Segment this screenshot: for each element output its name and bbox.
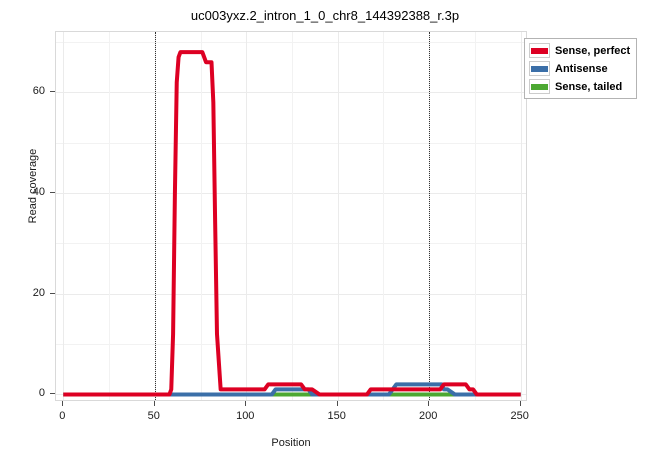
vertical-dotted-line	[154, 32, 156, 400]
y-tick-label: 60	[32, 85, 45, 98]
legend: Sense, perfect Antisense Sense, tailed	[524, 38, 638, 99]
y-tick-mark	[50, 91, 55, 93]
gridline-horizontal-minor	[56, 243, 526, 245]
gridline-vertical	[246, 32, 248, 400]
gridline-vertical-minor	[292, 32, 293, 400]
x-tick-mark	[519, 401, 521, 406]
gridline-horizontal	[56, 293, 526, 295]
y-tick-mark	[50, 192, 55, 194]
x-tick-label: 200	[419, 410, 438, 422]
x-tick-label: 50	[147, 410, 160, 422]
legend-item-sense-perfect: Sense, perfect	[529, 43, 630, 58]
x-tick-label: 0	[59, 410, 66, 422]
gridline-horizontal	[56, 193, 526, 195]
gridline-horizontal-minor	[56, 344, 526, 346]
y-tick-label: 40	[32, 186, 45, 199]
legend-label-antisense: Antisense	[555, 62, 608, 75]
y-tick-label: 20	[32, 286, 45, 299]
x-tick-mark	[336, 401, 338, 406]
x-tick-mark	[428, 401, 430, 406]
y-tick-mark	[50, 292, 55, 294]
gridline-horizontal-minor	[56, 42, 526, 44]
x-axis: 0 50 100 150 200 250	[55, 401, 529, 431]
y-axis: 0 20 40 60	[0, 31, 55, 401]
x-tick-mark	[245, 401, 247, 406]
gridline-vertical	[520, 32, 522, 400]
x-tick-mark	[153, 401, 155, 406]
x-tick-mark	[62, 401, 64, 406]
x-axis-label: Position	[271, 437, 311, 449]
series-line	[63, 50, 521, 397]
chart-title: uc003yxz.2_intron_1_0_chr8_144392388_r.3…	[190, 8, 460, 23]
y-tick-mark	[50, 393, 55, 395]
gridline-vertical	[63, 32, 65, 400]
legend-label-sense-tailed: Sense, tailed	[555, 80, 623, 93]
legend-swatch-icon-antisense	[529, 61, 550, 76]
plot-panel	[55, 31, 527, 401]
vertical-dotted-line	[429, 32, 431, 400]
legend-item-sense-tailed: Sense, tailed	[529, 79, 630, 94]
series-line	[63, 382, 521, 397]
x-tick-label: 150	[327, 410, 346, 422]
gridline-horizontal-minor	[56, 142, 526, 144]
x-tick-label: 250	[510, 410, 529, 422]
legend-swatch-icon-sense-tailed	[529, 79, 550, 94]
y-tick-label: 0	[38, 387, 45, 400]
gridline-horizontal	[56, 92, 526, 94]
series-layer	[63, 50, 521, 397]
gridline-vertical-minor	[383, 32, 385, 400]
legend-swatch-icon-sense-perfect	[529, 43, 550, 58]
gridline-vertical	[337, 32, 339, 400]
gridline-vertical-minor	[200, 32, 202, 400]
legend-label-sense-perfect: Sense, perfect	[555, 44, 631, 57]
legend-item-antisense: Antisense	[529, 61, 630, 76]
gridline-vertical-minor	[474, 32, 476, 400]
gridline-vertical-minor	[109, 32, 111, 400]
x-tick-label: 100	[236, 410, 255, 422]
